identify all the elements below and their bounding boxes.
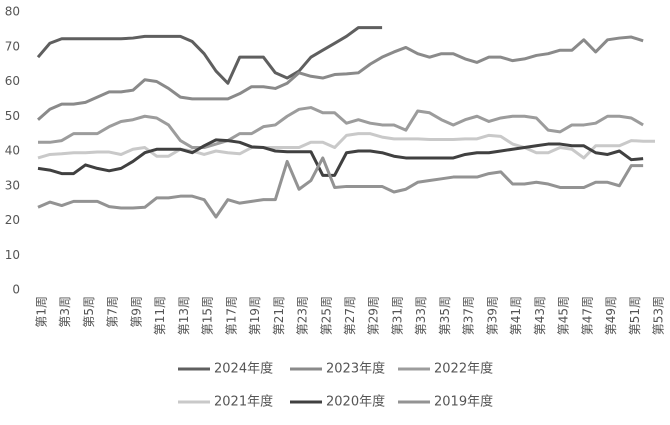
x-tick-label: 第33周 [414,296,428,335]
x-tick-label: 第23周 [296,296,310,335]
series-line [37,156,644,219]
x-tick-label: 第15周 [201,296,215,335]
x-tick-label: 第21周 [272,296,286,335]
x-tick-label: 第13周 [177,296,191,335]
x-tick-label: 第7周 [106,296,120,328]
x-tick-label: 第41周 [509,296,523,335]
legend-label: 2021年度 [214,394,273,410]
x-tick-label: 第9周 [129,296,143,328]
x-tick-label: 第51周 [628,296,642,335]
y-tick-label: 10 [5,248,20,262]
legend-label: 2019年度 [434,394,493,410]
x-tick-label: 第17周 [224,296,238,335]
series-line [38,106,644,150]
x-tick-label: 第43周 [533,296,547,335]
y-tick-label: 0 [12,283,20,297]
x-tick-label: 第3周 [58,296,72,328]
legend-label: 2020年度 [326,394,385,410]
x-tick-label: 第11周 [153,296,167,335]
x-tick-label: 第25周 [319,296,333,335]
legend-label: 2022年度 [434,361,493,377]
y-tick-label: 60 [5,74,20,88]
x-tick-label: 第47周 [580,296,594,335]
x-tick-label: 第49周 [604,296,618,335]
x-tick-label: 第29周 [367,296,381,335]
x-tick-label: 第31周 [390,296,404,335]
y-tick-label: 50 [5,109,20,123]
x-tick-label: 第53周 [652,296,666,335]
y-tick-label: 20 [5,213,20,227]
x-tick-label: 第5周 [82,296,96,328]
x-tick-label: 第37周 [462,296,476,335]
legend-label: 2023年度 [326,361,385,377]
y-tick-label: 30 [5,178,20,192]
series-line [36,26,383,85]
x-tick-label: 第27周 [343,296,357,335]
series-line [37,138,644,177]
x-tick-label: 第19周 [248,296,262,335]
x-tick-label: 第39周 [485,296,499,335]
x-tick-label: 第1周 [35,296,49,328]
y-tick-label: 80 [5,5,20,19]
y-tick-label: 70 [5,39,20,53]
series-line [37,132,655,160]
x-tick-label: 第45周 [557,296,571,335]
series-line [37,35,644,121]
x-tick-label: 第35周 [438,296,452,335]
y-tick-label: 40 [5,144,20,158]
legend-label: 2024年度 [214,361,273,377]
